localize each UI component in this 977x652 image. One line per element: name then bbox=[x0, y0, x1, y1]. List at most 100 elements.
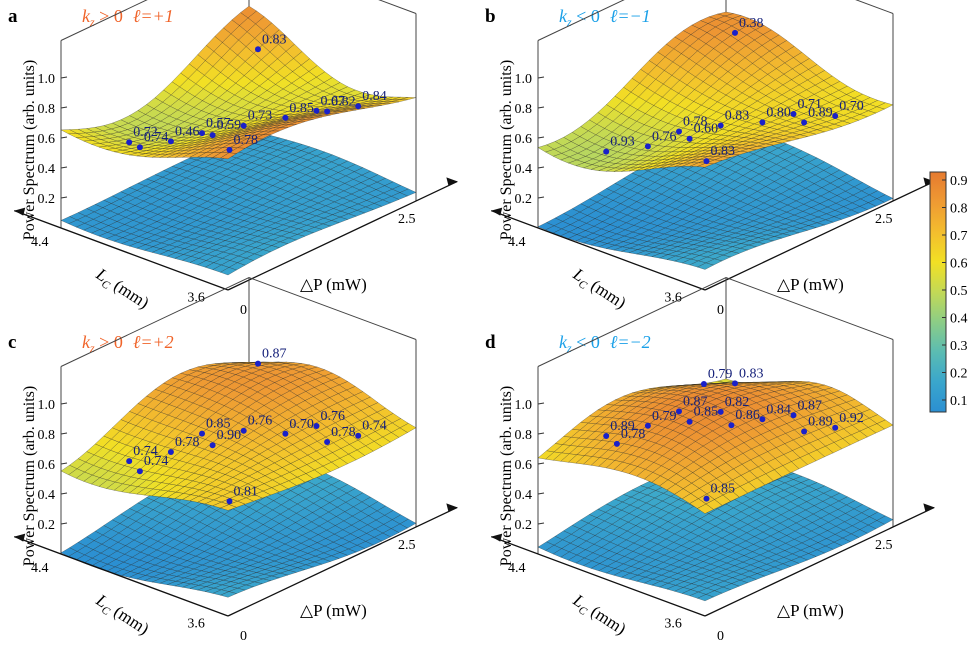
lc-axis-label: LC (mm) bbox=[90, 590, 152, 641]
box-edge bbox=[537, 0, 894, 41]
z-tick bbox=[60, 136, 68, 139]
data-label: 0.89 bbox=[808, 414, 833, 429]
z-tick-label: 0.6 bbox=[38, 458, 56, 473]
data-label: 0.83 bbox=[710, 144, 735, 159]
surface-bottom bbox=[60, 129, 417, 276]
data-point bbox=[703, 495, 710, 502]
data-point bbox=[613, 440, 620, 447]
z-tick bbox=[537, 432, 545, 435]
colorbar-tick-label: 0.9 bbox=[950, 174, 968, 189]
data-point bbox=[324, 108, 331, 115]
z-tick bbox=[537, 196, 545, 199]
data-point bbox=[209, 442, 216, 449]
data-point bbox=[603, 433, 610, 439]
z-tick-label: 0.2 bbox=[515, 518, 533, 533]
data-point bbox=[209, 132, 216, 139]
data-label: 0.78 bbox=[621, 427, 646, 442]
colorbar: 0.1 0.2 0.3 0.4 0.5 0.6 0.7 0.8 0.9 bbox=[929, 171, 968, 413]
title-kz-sub: z bbox=[566, 15, 572, 29]
title-kz: k bbox=[82, 6, 91, 26]
panel-title: kz > 0 ℓ=+1 bbox=[82, 6, 174, 29]
surface-top bbox=[60, 5, 417, 160]
data-label: 0.81 bbox=[233, 484, 258, 499]
dp-tick-label: 2.5 bbox=[875, 212, 893, 227]
dp-axis bbox=[227, 506, 458, 617]
data-point bbox=[136, 144, 143, 151]
z-tick-label: 0.8 bbox=[38, 102, 56, 117]
z-tick bbox=[60, 106, 68, 109]
title-kz: k bbox=[82, 332, 91, 352]
title-kz-sub: z bbox=[89, 341, 95, 355]
z-tick bbox=[60, 432, 68, 435]
z-tick-label: 0.6 bbox=[38, 132, 56, 147]
data-point bbox=[240, 122, 247, 129]
colorbar-tick-label: 0.3 bbox=[950, 339, 968, 354]
panel-title: kz < 0 ℓ=−1 bbox=[559, 6, 651, 29]
data-label: 0.83 bbox=[739, 366, 764, 381]
data-point bbox=[686, 418, 693, 425]
data-label: 0.85 bbox=[710, 482, 735, 497]
lc-axis-label: LC (mm) bbox=[567, 264, 629, 315]
data-label: 0.87 bbox=[797, 398, 822, 413]
colorbar-tick-label: 0.5 bbox=[950, 284, 968, 299]
lc-arrow bbox=[491, 207, 503, 216]
data-point bbox=[790, 111, 797, 117]
data-label: 0.85 bbox=[289, 101, 314, 116]
lc-tick-label: 4.4 bbox=[508, 235, 526, 250]
data-label: 0.82 bbox=[331, 94, 356, 109]
box-edge bbox=[537, 276, 894, 367]
z-tick bbox=[537, 136, 545, 139]
title-l: ℓ=−2 bbox=[610, 332, 651, 352]
data-point bbox=[728, 422, 735, 429]
data-label: 0.84 bbox=[362, 89, 387, 104]
z-tick bbox=[60, 402, 68, 405]
data-label: 0.73 bbox=[248, 109, 273, 124]
data-point bbox=[644, 143, 651, 150]
z-tick-label: 0.8 bbox=[515, 428, 533, 443]
z-tick-label: 1.0 bbox=[38, 72, 56, 87]
data-label: 0.79 bbox=[652, 409, 677, 424]
data-point bbox=[355, 432, 362, 439]
data-label: 0.90 bbox=[217, 428, 242, 443]
surface-top bbox=[537, 11, 894, 172]
surface-cell bbox=[219, 504, 238, 511]
dp-arrow bbox=[923, 177, 935, 186]
z-tick bbox=[537, 166, 545, 169]
z-tick-label: 0.6 bbox=[515, 458, 533, 473]
z-tick bbox=[537, 402, 545, 405]
dp-arrow bbox=[446, 177, 458, 186]
z-tick-label: 0.2 bbox=[515, 192, 533, 207]
title-kz: k bbox=[559, 332, 568, 352]
lc-axis-label: LC (mm) bbox=[90, 264, 152, 315]
data-label: 0.89 bbox=[808, 105, 833, 120]
data-label: 0.87 bbox=[262, 347, 287, 362]
data-point bbox=[240, 427, 247, 434]
dp-axis-label: △P (mW) bbox=[300, 275, 367, 294]
data-point bbox=[603, 148, 610, 155]
title-kz-sub: z bbox=[566, 341, 572, 355]
data-point bbox=[313, 423, 320, 429]
data-point bbox=[703, 158, 710, 165]
lc-unit: (mm) bbox=[584, 274, 630, 313]
z-tick-label: 1.0 bbox=[38, 398, 56, 413]
panel-letter: a bbox=[8, 6, 18, 27]
data-point bbox=[167, 449, 174, 455]
lc-arrow bbox=[14, 533, 26, 542]
dp-tick-label: 0 bbox=[717, 303, 724, 318]
data-label: 0.60 bbox=[694, 122, 719, 137]
data-label: 0.59 bbox=[217, 118, 242, 133]
surface-cell bbox=[219, 267, 237, 276]
data-label: 0.83 bbox=[725, 109, 750, 124]
z-tick-label: 0.2 bbox=[38, 518, 56, 533]
data-point bbox=[199, 430, 205, 437]
data-label: 0.74 bbox=[133, 444, 158, 459]
dp-tick-label: 0 bbox=[240, 629, 247, 644]
lc-arrow bbox=[14, 207, 26, 216]
data-label: 0.74 bbox=[144, 130, 169, 145]
data-point bbox=[167, 138, 174, 145]
lc-axis bbox=[491, 210, 706, 291]
data-point bbox=[717, 122, 724, 129]
data-label: 0.78 bbox=[175, 435, 200, 450]
